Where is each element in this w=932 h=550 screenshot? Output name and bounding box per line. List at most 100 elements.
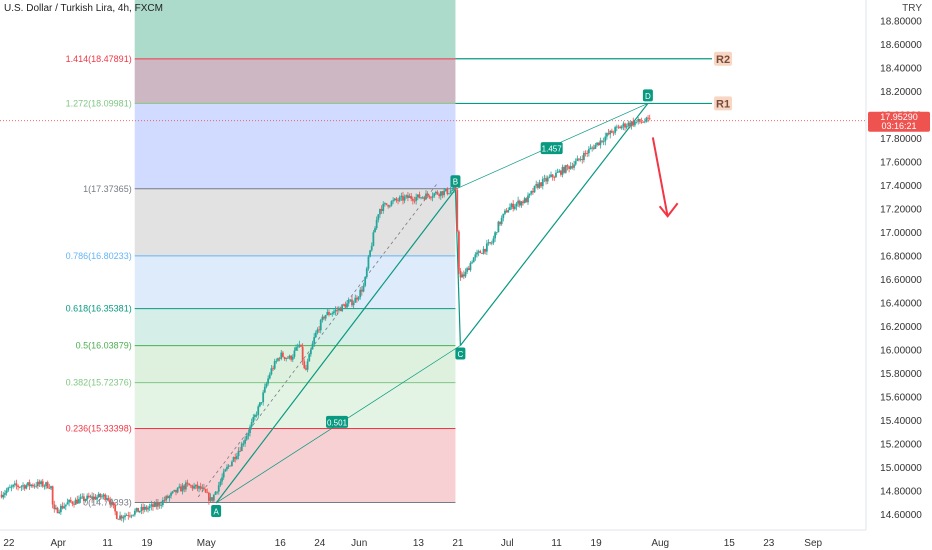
candle-body bbox=[133, 510, 136, 515]
candle-body bbox=[155, 502, 158, 507]
projection-arrow-shaft bbox=[651, 137, 669, 217]
candle-body bbox=[392, 200, 395, 202]
candle-body bbox=[45, 482, 47, 486]
candle-body bbox=[68, 499, 70, 503]
candle-body bbox=[125, 515, 128, 516]
candle-body bbox=[166, 496, 169, 499]
candle-body bbox=[407, 195, 409, 198]
candle-body bbox=[456, 189, 459, 232]
fibonacci-retracement[interactable]: 0(14.70393) 0.236(15.33398) 0.382(15.72376… bbox=[66, 0, 456, 508]
candle-body bbox=[571, 166, 574, 168]
candle-body bbox=[342, 304, 345, 306]
candle-body bbox=[370, 245, 373, 251]
candle-body bbox=[161, 500, 164, 506]
candle-body bbox=[500, 217, 503, 225]
fib-band-0.5 bbox=[134, 308, 456, 346]
candle-body bbox=[56, 507, 59, 514]
candle-body bbox=[566, 165, 569, 167]
x-tick-label: Jul bbox=[501, 538, 514, 549]
candle-body bbox=[398, 197, 401, 201]
wave-pattern[interactable] bbox=[0, 58, 866, 504]
candle-body bbox=[158, 502, 161, 506]
candle-body bbox=[461, 274, 464, 278]
candle-body bbox=[8, 487, 11, 489]
candle-body bbox=[545, 178, 547, 182]
fib-band-1 bbox=[134, 103, 456, 189]
candle-body bbox=[643, 121, 646, 123]
candle-body bbox=[484, 248, 487, 252]
candle-body bbox=[601, 140, 603, 142]
candle-body bbox=[380, 209, 383, 211]
candle-body bbox=[551, 174, 554, 178]
candle-body bbox=[610, 130, 613, 133]
candle-body bbox=[329, 314, 332, 315]
candle-body bbox=[341, 304, 344, 312]
resistance-badge-r2 bbox=[714, 51, 733, 66]
fib-band-0.236 bbox=[134, 382, 456, 429]
candle-body bbox=[212, 494, 215, 501]
candle-body bbox=[40, 481, 43, 485]
candle-body bbox=[239, 450, 242, 452]
candle-body bbox=[101, 496, 103, 498]
candle-body bbox=[453, 186, 455, 191]
candle-body bbox=[495, 232, 498, 234]
candle-body bbox=[170, 492, 172, 496]
candle-body bbox=[59, 505, 62, 513]
candle-body bbox=[400, 195, 403, 198]
candle-body bbox=[53, 504, 56, 510]
candle-body bbox=[308, 354, 311, 362]
candle-body bbox=[7, 487, 10, 491]
candle-body bbox=[222, 471, 225, 478]
candle-body bbox=[206, 492, 209, 494]
last-price-countdown: 03:16:21 bbox=[881, 121, 916, 131]
wave-line-bc bbox=[454, 189, 461, 346]
candle-body bbox=[309, 349, 312, 355]
candle-body bbox=[244, 439, 246, 444]
candle-body bbox=[305, 368, 307, 370]
candle-body bbox=[462, 274, 465, 277]
candle-body bbox=[627, 122, 630, 126]
candle-body bbox=[25, 485, 28, 489]
candle-body bbox=[5, 490, 8, 494]
candle-body bbox=[356, 297, 358, 300]
candle-body bbox=[420, 197, 422, 199]
candle-body bbox=[474, 254, 477, 258]
candle-body bbox=[216, 491, 219, 493]
annotations[interactable]: R1 R2 A B C D 0.501 1.457 bbox=[211, 51, 733, 517]
candle-body bbox=[497, 221, 500, 233]
candle-body bbox=[207, 492, 210, 501]
candle-body bbox=[637, 119, 640, 122]
candle-body bbox=[188, 483, 191, 486]
wave-ratio-label: 1.457 bbox=[542, 145, 563, 154]
x-tick-label: Aug bbox=[651, 538, 669, 549]
candle-body bbox=[466, 268, 469, 272]
candle-body bbox=[194, 484, 197, 487]
candle-body bbox=[183, 485, 186, 490]
candle-body bbox=[527, 195, 529, 203]
x-tick-label: 23 bbox=[763, 538, 775, 549]
candle-body bbox=[28, 482, 31, 487]
candle-body bbox=[153, 502, 156, 507]
fib-level-label-0.618: 0.618(16.35381) bbox=[66, 304, 132, 314]
wave-point-d bbox=[642, 89, 653, 102]
candle-body bbox=[92, 496, 95, 500]
candle-body bbox=[415, 197, 418, 201]
y-tick-label: 15.80000 bbox=[880, 369, 922, 380]
candle-body bbox=[107, 498, 110, 500]
candle-body bbox=[109, 499, 112, 505]
candle-body bbox=[638, 119, 641, 122]
candle-body bbox=[316, 329, 319, 333]
candle-body bbox=[138, 511, 141, 513]
wave-point-label-b: B bbox=[453, 178, 458, 187]
y-tick-label: 18.40000 bbox=[880, 64, 922, 75]
y-tick-label: 16.80000 bbox=[880, 252, 922, 263]
candle-body bbox=[145, 506, 148, 510]
candle-body bbox=[561, 166, 564, 175]
last-price-tag bbox=[868, 111, 930, 132]
candle-body bbox=[390, 201, 393, 206]
candle-body bbox=[46, 482, 49, 489]
candle-body bbox=[485, 243, 488, 252]
fib-band-1.272 bbox=[134, 58, 456, 104]
